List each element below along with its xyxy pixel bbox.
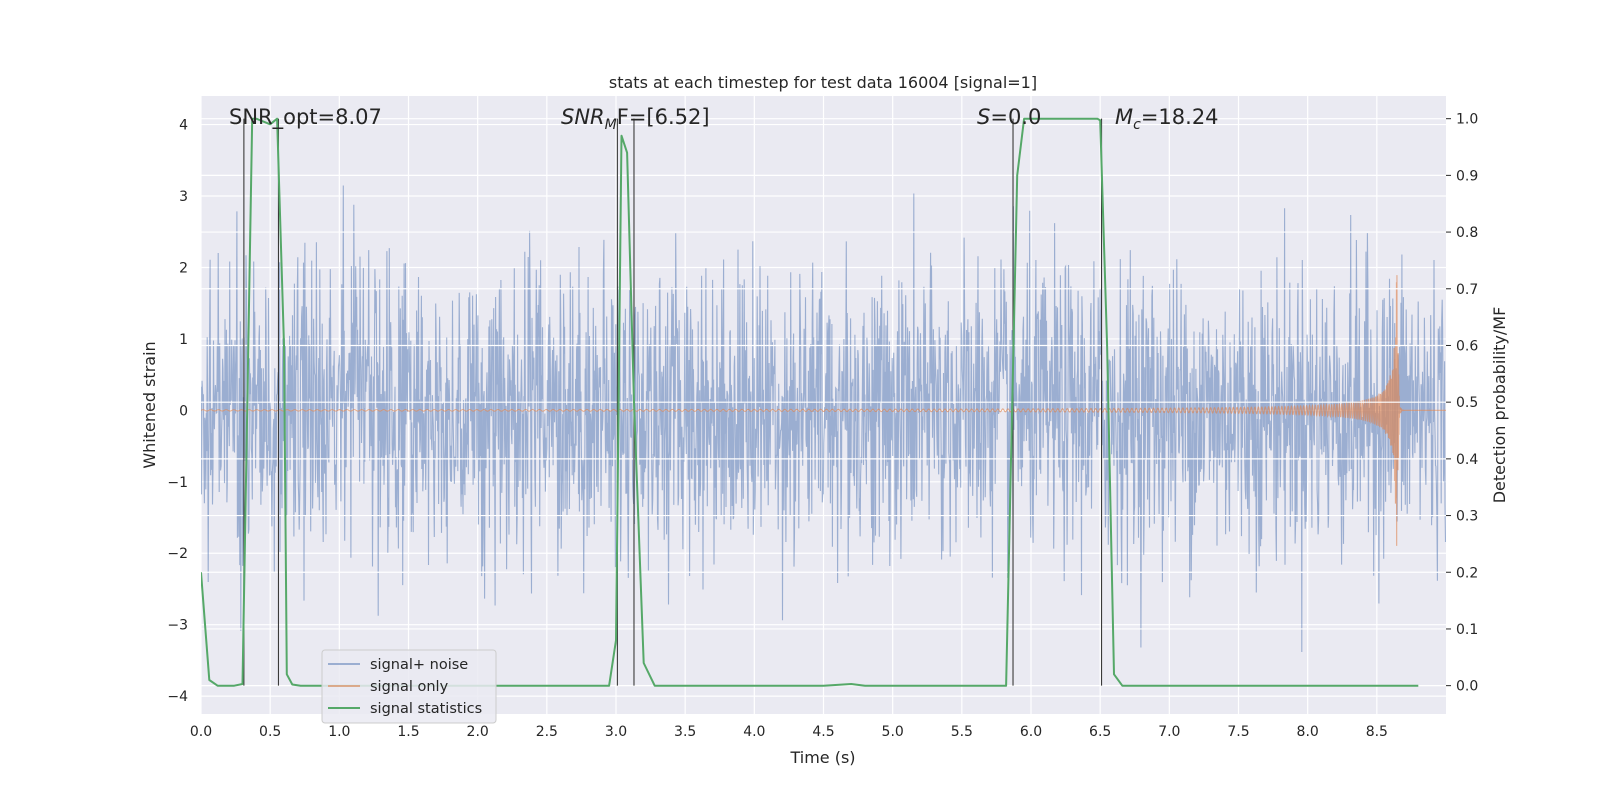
x-tick-label: 8.0 xyxy=(1297,724,1319,740)
annotation-mc: Mc=18.24 xyxy=(1115,105,1219,133)
x-tick-label: 8.5 xyxy=(1366,724,1388,740)
x-tick-label: 7.5 xyxy=(1227,724,1249,740)
grid-y2 xyxy=(201,118,1446,687)
y-tick-label: 4 xyxy=(179,118,188,134)
x-tick-label: 6.0 xyxy=(1020,724,1042,740)
x-tick-label: 6.5 xyxy=(1089,724,1111,740)
y2-ticks: 1.0 0.9 0.8 0.7 0.6 0.5 0.4 0.3 0.2 0.1 0.0 xyxy=(1446,112,1478,695)
y2-axis-label: Detection probability/MF xyxy=(1490,307,1509,504)
y-tick-label: 1 xyxy=(179,332,188,348)
x-tick-label: 1.5 xyxy=(397,724,419,740)
x-tick-label: 1.0 xyxy=(328,724,350,740)
x-tick-label: 3.5 xyxy=(674,724,696,740)
y-tick-label: −3 xyxy=(167,618,188,634)
y2-tick-label: 0.8 xyxy=(1456,225,1478,241)
y2-tick-label: 0.1 xyxy=(1456,622,1478,638)
y-tick-label: −1 xyxy=(167,475,188,491)
y2-tick-label: 0.2 xyxy=(1456,565,1478,581)
y2-tick-label: 0.3 xyxy=(1456,509,1478,525)
y2-tick-label: 1.0 xyxy=(1456,112,1478,128)
x-tick-label: 3.0 xyxy=(605,724,627,740)
y-tick-label: 2 xyxy=(179,260,188,276)
y2-tick-label: 0.4 xyxy=(1456,452,1478,468)
x-tick-label: 5.5 xyxy=(951,724,973,740)
y-axis-label: Whitened strain xyxy=(140,341,159,468)
x-tick-label: 0.0 xyxy=(190,724,212,740)
signal-only-line xyxy=(201,275,1446,546)
y2-tick-label: 0.9 xyxy=(1456,168,1478,184)
series-signal-only xyxy=(201,275,1446,546)
x-tick-label: 2.0 xyxy=(467,724,489,740)
legend-label-signal-only: signal only xyxy=(370,679,449,695)
x-tick-label: 2.5 xyxy=(536,724,558,740)
y2-tick-label: 0.5 xyxy=(1456,395,1478,411)
signal-noise-line xyxy=(201,185,1446,653)
y-tick-label: −4 xyxy=(167,689,188,705)
y2-tick-label: 0.0 xyxy=(1456,679,1478,695)
legend-label-signal-statistics: signal statistics xyxy=(370,701,482,717)
x-tick-label: 0.5 xyxy=(259,724,281,740)
annotation-snr-mf: SNRMF=[6.52] xyxy=(561,105,710,133)
x-tick-label: 5.0 xyxy=(882,724,904,740)
annotation-s-prefix: S xyxy=(977,105,990,129)
annotation-mc-sub: c xyxy=(1133,117,1141,133)
annotation-snr-opt: SNR_opt=8.07 xyxy=(229,105,382,130)
x-axis-label: Time (s) xyxy=(789,748,855,767)
x-tick-label: 7.0 xyxy=(1158,724,1180,740)
y-ticks: 4 3 2 1 0 −1 −2 −3 −4 xyxy=(167,118,188,706)
annotation-s-value: =0.0 xyxy=(990,105,1041,129)
y-tick-label: 3 xyxy=(179,189,188,205)
annotation-mc-value: =18.24 xyxy=(1141,105,1219,129)
series-signal-statistics xyxy=(201,117,1419,687)
annotation-snr-mf-prefix: SNR xyxy=(561,105,605,129)
x-tick-label: 4.0 xyxy=(743,724,765,740)
signal-statistics-line xyxy=(201,117,1419,687)
legend-label-signal-noise: signal+ noise xyxy=(370,657,468,673)
y-tick-label: 0 xyxy=(179,403,188,419)
chart-title: stats at each timestep for test data 160… xyxy=(609,73,1037,92)
series-signal-noise xyxy=(201,185,1446,653)
x-tick-label: 4.5 xyxy=(812,724,834,740)
annotation-snr-mf-sub: M xyxy=(605,117,617,133)
x-ticks: 0.0 0.5 1.0 1.5 2.0 2.5 3.0 3.5 4.0 4.5 5.0 5.5 6.0 6… xyxy=(190,724,1388,740)
annotation-s: S=0.0 xyxy=(977,105,1041,129)
y2-tick-label: 0.6 xyxy=(1456,338,1478,354)
y2-tick-label: 0.7 xyxy=(1456,282,1478,298)
y-tick-label: −2 xyxy=(167,546,188,562)
legend-box xyxy=(321,649,497,724)
annotation-mc-prefix: M xyxy=(1115,105,1133,129)
annotation-snr-mf-suffix: F=[6.52] xyxy=(617,105,710,129)
legend: signal+ noise signal only signal statist… xyxy=(321,649,497,724)
